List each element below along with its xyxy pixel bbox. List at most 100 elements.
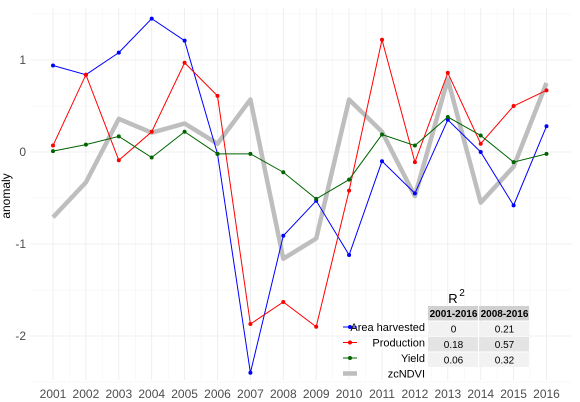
data-point-yield bbox=[149, 155, 154, 160]
x-tick-label: 2009 bbox=[303, 387, 330, 401]
data-point-area-harvested bbox=[51, 63, 55, 68]
x-tick-label: 2002 bbox=[73, 387, 100, 401]
r2-cell bbox=[479, 321, 529, 336]
data-point-production bbox=[215, 93, 220, 98]
data-point-yield bbox=[380, 132, 384, 137]
data-point-production bbox=[51, 143, 55, 148]
x-tick-label: 2014 bbox=[467, 387, 494, 401]
data-point-area-harvested bbox=[544, 124, 549, 129]
data-point-area-harvested bbox=[412, 191, 417, 196]
data-point-area-harvested bbox=[511, 203, 516, 208]
r2-header-cell bbox=[428, 306, 478, 321]
y-tick-label: 0 bbox=[19, 145, 26, 159]
x-tick-label: 2010 bbox=[336, 387, 363, 401]
series-line-zcndvi bbox=[51, 77, 549, 261]
data-point-production bbox=[83, 72, 88, 77]
x-tick-label: 2007 bbox=[237, 387, 264, 401]
legend-label-area-harvested: Area harvested bbox=[350, 322, 425, 334]
data-point-production bbox=[445, 70, 450, 75]
data-point-production bbox=[412, 160, 417, 165]
data-point-production bbox=[149, 129, 154, 134]
x-tick-label: 2006 bbox=[204, 387, 231, 401]
series-line-production bbox=[52, 39, 547, 328]
data-point-production bbox=[182, 60, 187, 65]
r2-table: R 2 2001-2016 2008-2016 0 0.21 0.18 0.57 0.06 0.3… bbox=[428, 288, 529, 367]
series-line-yield bbox=[52, 116, 547, 200]
data-point-yield bbox=[281, 170, 286, 175]
data-point-yield bbox=[182, 129, 187, 134]
r2-cell bbox=[428, 337, 478, 352]
data-point-yield bbox=[412, 143, 417, 148]
data-point-area-harvested bbox=[116, 50, 121, 55]
data-point-production bbox=[380, 37, 384, 42]
data-point-yield bbox=[116, 134, 121, 139]
r2-cell-value: 0.06 bbox=[444, 356, 464, 367]
r2-header-label: 2008-2016 bbox=[481, 309, 529, 320]
data-point-yield bbox=[347, 177, 352, 182]
x-tick-label: 2008 bbox=[270, 387, 297, 401]
x-tick-label: 2005 bbox=[171, 387, 198, 401]
r2-cell-value: 0.18 bbox=[444, 340, 464, 351]
data-point-area-harvested bbox=[445, 117, 450, 122]
r2-cell bbox=[479, 352, 529, 367]
data-point-production bbox=[544, 88, 549, 93]
data-point-yield bbox=[215, 151, 220, 156]
legend-label-zcndvi: zcNDVI bbox=[388, 369, 425, 381]
r2-cell bbox=[428, 352, 478, 367]
legend-key-point-yield bbox=[348, 356, 352, 360]
data-point-production bbox=[314, 324, 319, 329]
legend-label-production: Production bbox=[372, 338, 425, 350]
legend: Area harvested Production Yield zcNDVI bbox=[343, 322, 425, 381]
data-point-production bbox=[511, 104, 516, 108]
data-point-area-harvested bbox=[182, 38, 187, 43]
x-tick-label: 2011 bbox=[369, 387, 395, 401]
r2-cell bbox=[428, 321, 478, 336]
data-point-area-harvested bbox=[149, 16, 154, 21]
r2-header-label: 2001-2016 bbox=[430, 309, 478, 320]
data-point-yield bbox=[511, 160, 516, 165]
data-point-yield bbox=[314, 196, 319, 201]
x-tick-label: 2001 bbox=[40, 387, 67, 401]
data-point-area-harvested bbox=[478, 150, 483, 154]
x-tick-label: 2004 bbox=[138, 387, 165, 401]
y-tick-label: 1 bbox=[19, 53, 26, 67]
data-point-production bbox=[347, 188, 352, 193]
data-point-production bbox=[478, 141, 483, 146]
legend-key-point-production bbox=[348, 340, 352, 345]
y-tick-label: -1 bbox=[15, 237, 26, 251]
data-point-yield bbox=[445, 115, 450, 120]
data-point-area-harvested bbox=[248, 370, 253, 375]
r2-title-superscript: 2 bbox=[459, 288, 465, 299]
data-point-area-harvested bbox=[281, 233, 286, 238]
series-layer bbox=[51, 16, 549, 375]
r2-cell-value: 0 bbox=[451, 325, 457, 336]
data-point-yield bbox=[51, 149, 55, 154]
r2-cell-value: 0.32 bbox=[495, 356, 515, 367]
x-tick-label: 2012 bbox=[402, 387, 429, 401]
r2-header-cell bbox=[479, 306, 529, 321]
x-tick-label: 2015 bbox=[500, 387, 527, 401]
data-point-yield bbox=[83, 142, 88, 147]
r2-cell bbox=[479, 337, 529, 352]
r2-cell-value: 0.57 bbox=[495, 340, 515, 351]
data-point-area-harvested bbox=[347, 253, 352, 258]
data-point-production bbox=[281, 299, 286, 304]
data-point-area-harvested bbox=[380, 159, 384, 164]
r2-cell-value: 0.21 bbox=[495, 325, 515, 336]
legend-key-point-area-harvested bbox=[348, 325, 352, 329]
legend-label-yield: Yield bbox=[401, 353, 425, 365]
x-tick-label: 2003 bbox=[105, 387, 132, 401]
y-axis-label: anomaly bbox=[0, 173, 13, 218]
data-point-production bbox=[248, 322, 253, 327]
data-point-yield bbox=[544, 151, 549, 156]
x-tick-label: 2016 bbox=[533, 387, 560, 401]
series-line-area-harvested bbox=[52, 17, 547, 373]
r2-title: R bbox=[448, 291, 457, 306]
data-point-production bbox=[116, 158, 121, 163]
data-point-yield bbox=[478, 133, 483, 138]
x-tick-label: 2013 bbox=[434, 387, 461, 401]
data-point-yield bbox=[248, 151, 253, 156]
y-tick-label: -2 bbox=[15, 329, 26, 343]
